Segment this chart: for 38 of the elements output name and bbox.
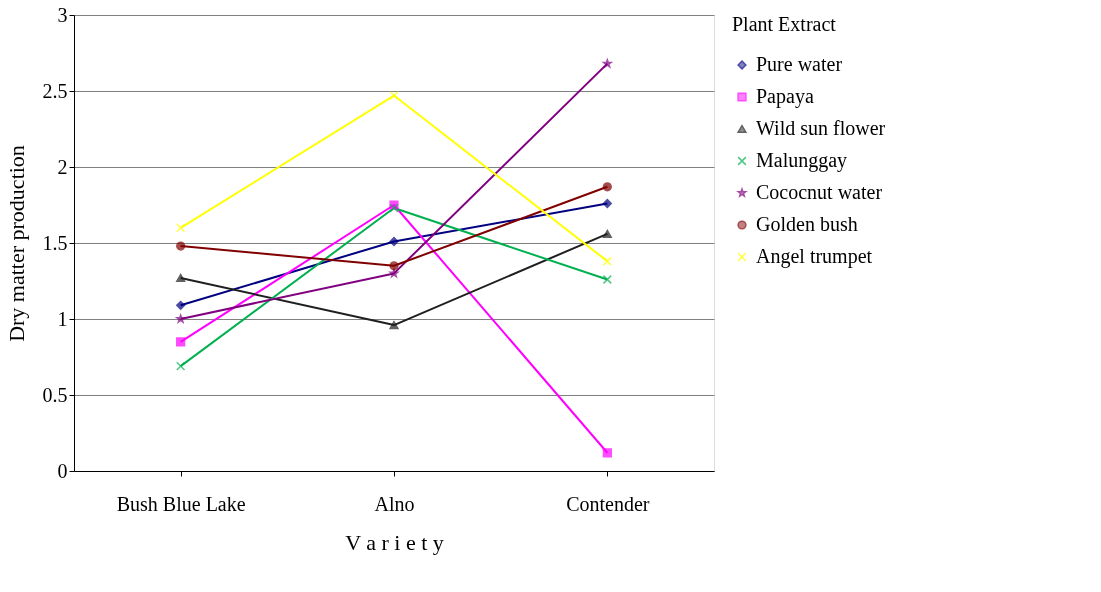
x-tick-label: Alno bbox=[374, 492, 415, 515]
legend-title: Plant Extract bbox=[732, 13, 837, 35]
point bbox=[389, 320, 399, 330]
point bbox=[389, 268, 399, 278]
legend-label: Malunggay bbox=[756, 149, 848, 172]
point bbox=[176, 361, 186, 371]
point bbox=[602, 274, 612, 285]
point bbox=[176, 273, 186, 283]
y-tick-label: 1 bbox=[57, 307, 68, 330]
point bbox=[602, 229, 612, 238]
x-tick-label: Bush Blue Lake bbox=[116, 492, 246, 515]
legend-label: Golden bush bbox=[756, 213, 858, 235]
point bbox=[602, 448, 612, 458]
y-tick-label: 2.5 bbox=[42, 79, 68, 102]
legend-label: Cococnut water bbox=[756, 181, 883, 203]
legend-label: Wild sun flower bbox=[756, 117, 886, 139]
legend-label: Pure water bbox=[756, 53, 843, 75]
point bbox=[389, 261, 399, 271]
point bbox=[389, 236, 399, 247]
y-tick-label: 3 bbox=[57, 3, 68, 26]
y-tick-label: 1.5 bbox=[42, 231, 68, 254]
y-tick-label: 2 bbox=[57, 155, 68, 178]
legend-label: Papaya bbox=[756, 85, 814, 108]
y-tick-label: 0.5 bbox=[42, 383, 68, 406]
point bbox=[176, 223, 186, 233]
point bbox=[176, 300, 186, 310]
point bbox=[176, 314, 186, 323]
legend-label: Angel trumpet bbox=[756, 245, 873, 268]
y-axis-title: Dry matter production bbox=[3, 145, 29, 342]
point bbox=[389, 90, 399, 101]
point bbox=[176, 337, 186, 347]
x-tick-label: Contender bbox=[566, 492, 650, 515]
point bbox=[602, 182, 612, 192]
x-axis-title: V a r i e t y bbox=[345, 529, 444, 555]
point bbox=[176, 241, 186, 251]
y-tick-label: 0 bbox=[57, 459, 68, 482]
point bbox=[602, 256, 612, 266]
point bbox=[602, 198, 612, 209]
